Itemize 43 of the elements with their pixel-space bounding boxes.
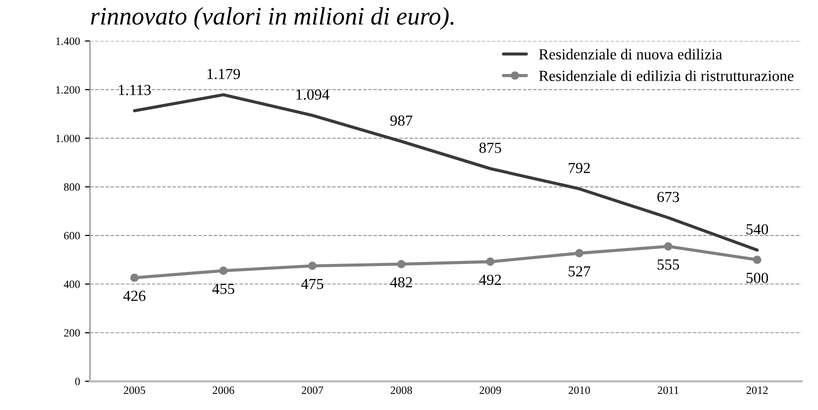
x-tick-label: 2007 bbox=[302, 386, 324, 394]
data-label: 527 bbox=[568, 266, 590, 276]
data-label: 792 bbox=[568, 162, 590, 174]
x-tick-label: 2008 bbox=[390, 386, 412, 394]
point bbox=[397, 260, 406, 268]
data-label: 1.113 bbox=[118, 84, 151, 96]
data-label: 555 bbox=[658, 260, 680, 270]
y-tick-label: 1.000 bbox=[56, 134, 80, 142]
legend-label: Residenziale di edilizia di ristrutturazione bbox=[539, 70, 794, 82]
chart-title: rinnovato (valori in milioni di euro). bbox=[90, 7, 454, 30]
x-tick-label: 2011 bbox=[658, 386, 678, 394]
point bbox=[219, 266, 228, 275]
point bbox=[130, 274, 139, 282]
data-label: 426 bbox=[123, 290, 146, 302]
point bbox=[664, 242, 672, 251]
data-label: 1.179 bbox=[208, 68, 240, 80]
data-label: 875 bbox=[479, 142, 502, 153]
y-tick-label: 400 bbox=[64, 280, 80, 288]
data-label: 492 bbox=[479, 274, 501, 285]
data-label: 455 bbox=[212, 284, 234, 294]
x-tick-label: 2010 bbox=[568, 386, 590, 394]
data-label: 1.094 bbox=[296, 89, 330, 100]
y-tick-label: 0 bbox=[75, 378, 80, 386]
data-label: 482 bbox=[390, 277, 412, 288]
data-label: 475 bbox=[301, 278, 324, 290]
point bbox=[486, 258, 494, 266]
data-label: 540 bbox=[746, 224, 768, 234]
y-tick-label: 800 bbox=[64, 183, 80, 191]
data-label: 673 bbox=[657, 192, 680, 202]
y-tick-label: 1.200 bbox=[56, 86, 80, 94]
y-tick-label: 200 bbox=[64, 329, 80, 337]
y-tick-label: 600 bbox=[64, 232, 80, 240]
point bbox=[752, 256, 762, 264]
point bbox=[308, 262, 317, 270]
data-label: 987 bbox=[390, 115, 412, 126]
y-tick-label: 1.400 bbox=[56, 37, 80, 46]
point bbox=[575, 249, 584, 258]
x-tick-label: 2009 bbox=[480, 386, 501, 394]
x-tick-label: 2005 bbox=[124, 386, 146, 394]
legend-label: Residenziale di nuova edilizia bbox=[539, 48, 722, 60]
data-label: 500 bbox=[746, 272, 768, 284]
x-tick-label: 2012 bbox=[746, 386, 768, 394]
x-tick-label: 2006 bbox=[212, 386, 234, 394]
